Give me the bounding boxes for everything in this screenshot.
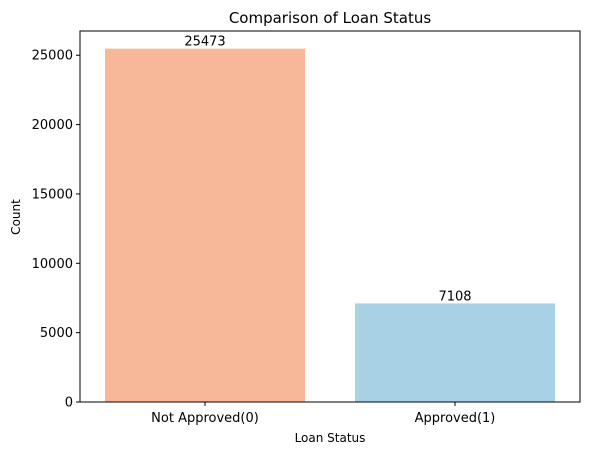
y-tick-label-1: 0 [65, 396, 73, 411]
plot-area: 25473 7108 0 5000 10000 15000 20000 25000 Not Ap… [32, 30, 581, 426]
bar-1 [105, 48, 305, 403]
bar-value-label-2: 7108 [438, 289, 471, 304]
y-tick-label-5: 20000 [32, 118, 73, 133]
plot-frame [79, 30, 581, 403]
bar-value-label-1: 25473 [184, 35, 225, 50]
x-tick-label-2: Approved(1) [415, 411, 496, 426]
bar-2 [355, 303, 555, 402]
chart-title: Comparison of Loan Status [229, 9, 432, 27]
y-tick-label-6: 25000 [32, 49, 73, 64]
x-tick-label-1: Not Approved(0) [151, 411, 259, 426]
y-tick-label-3: 10000 [32, 257, 73, 272]
x-axis-label: Loan Status [295, 431, 366, 445]
y-axis-label: Count [9, 199, 23, 235]
y-tick-label-2: 5000 [40, 326, 73, 341]
y-tick-label-4: 15000 [32, 187, 73, 202]
